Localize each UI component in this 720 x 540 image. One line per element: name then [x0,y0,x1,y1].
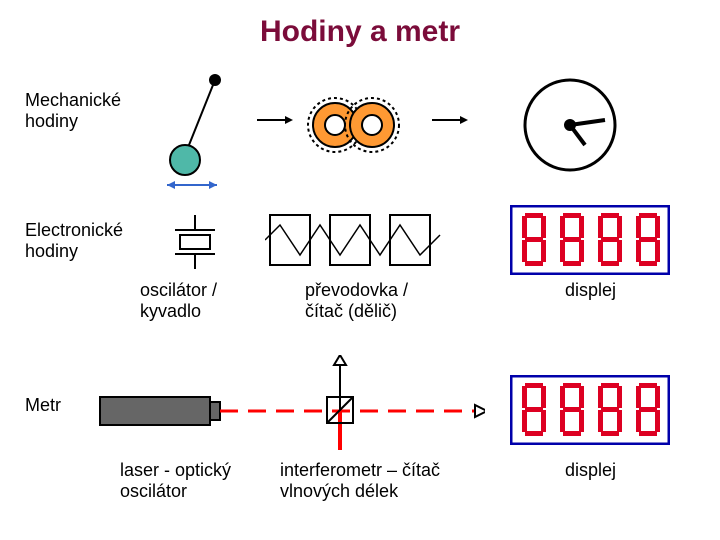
col1-label: oscilátor / kyvadlo [140,280,217,322]
row3-col2-label: interferometr – čítač vlnových délek [280,460,440,502]
row3-col1-label: laser - optický oscilátor [120,460,231,502]
col2-label: převodovka / čítač (dělič) [305,280,408,322]
page-title: Hodiny a metr [0,15,720,49]
row2-label: Electronické hodiny [25,220,123,262]
row1-label: Mechanické hodiny [25,90,121,132]
seven-segment-display-icon [510,375,670,445]
row3-label: Metr [25,395,61,416]
pendulum-icon [155,70,245,190]
row3-col3-label: displej [565,460,616,481]
laser-icon [95,385,485,440]
arrow-icon [430,112,470,128]
clock-face-icon [520,75,620,175]
gears-icon [300,90,410,160]
crystal-oscillator-icon [165,215,225,270]
interferometer-icon [305,355,375,455]
col3-label: displej [565,280,616,301]
arrow-icon [255,112,295,128]
divider-counter-icon [265,210,445,270]
seven-segment-display-icon [510,205,670,275]
